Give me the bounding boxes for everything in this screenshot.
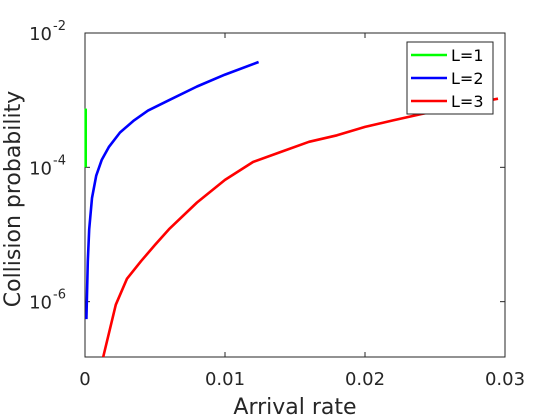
series-line-l2 bbox=[85, 60, 260, 320]
y-tick-label-exponent: -4 bbox=[53, 153, 66, 168]
legend-label: L=1 bbox=[451, 46, 484, 65]
axis-ticks bbox=[84, 32, 506, 357]
x-tick-label: 0.01 bbox=[205, 369, 245, 390]
x-tick-labels: 0 0.01 0.02 0.03 bbox=[79, 369, 525, 390]
y-tick-label-exponent: -2 bbox=[53, 19, 66, 34]
y-tick-label: 10 bbox=[29, 293, 52, 314]
y-tick-label-exponent: -6 bbox=[53, 288, 66, 303]
x-tick-label: 0 bbox=[79, 369, 90, 390]
x-tick-label: 0.02 bbox=[345, 369, 385, 390]
legend-label: L=2 bbox=[451, 69, 484, 88]
legend-label: L=3 bbox=[451, 92, 484, 111]
x-tick-label: 0.03 bbox=[485, 369, 525, 390]
y-tick-label: 10 bbox=[29, 158, 52, 179]
x-axis-label: Arrival rate bbox=[233, 395, 356, 420]
legend: L=1 L=2 L=3 bbox=[406, 41, 494, 115]
y-tick-label: 10 bbox=[29, 24, 52, 45]
y-axis-label: Collision probability bbox=[1, 91, 26, 308]
y-tick-labels: 10-610-410-2 bbox=[29, 19, 66, 314]
